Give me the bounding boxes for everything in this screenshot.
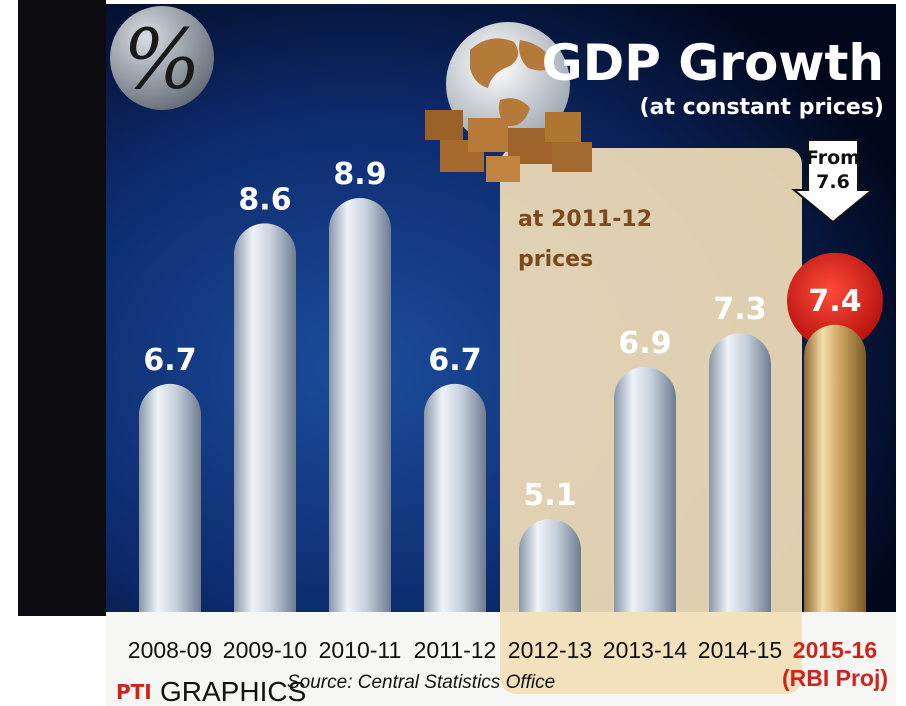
category-label-2008-09: 2008-09	[128, 637, 212, 663]
category-label-2013-14: 2013-14	[603, 637, 688, 663]
category-label-2009-10: 2009-10	[223, 637, 307, 663]
from-value: 7.6	[816, 171, 850, 193]
bars-layer	[139, 198, 866, 612]
projection-badge	[787, 252, 883, 349]
category-labels-layer: 2008-09 2009-10 2010-11 2011-12 2012-13 2013-…	[128, 637, 888, 691]
value-label-2015-16: 7.4	[808, 284, 861, 319]
bar-2013-14	[614, 367, 676, 612]
value-labels-layer: 6.7 8.6 8.9 6.7 5.1 6.9 7.3 7.4	[143, 157, 861, 513]
category-label-2015-16: 2015-16	[793, 637, 877, 663]
credit-text: GRAPHICS	[160, 676, 306, 706]
panel-note-line1: at 2011-12	[518, 207, 652, 232]
value-label-2010-11: 8.9	[333, 157, 386, 192]
from-callout: From 7.6	[791, 139, 875, 224]
bar-2009-10	[234, 223, 296, 612]
bar-2008-09	[139, 383, 201, 612]
category-label-2010-11: 2010-11	[319, 637, 402, 663]
value-label-2008-09: 6.7	[143, 343, 196, 378]
chart-title: GDP Growth	[542, 34, 884, 92]
category-label-2014-15: 2014-15	[698, 637, 782, 663]
credit-logo: PTI	[116, 680, 152, 704]
bar-2015-16	[804, 324, 866, 612]
source-text: Source: Central Statistics Office	[287, 672, 555, 693]
percent-icon: %	[110, 6, 214, 110]
pti-logo: PTI	[116, 680, 152, 704]
globe-boxes-icon	[425, 22, 592, 182]
value-label-2013-14: 6.9	[618, 326, 671, 361]
value-label-2014-15: 7.3	[713, 292, 766, 327]
bar-2010-11	[329, 198, 391, 612]
category-sublabel-2015-16: (RBI Proj)	[782, 665, 888, 691]
category-label-2011-12: 2011-12	[414, 637, 497, 663]
value-label-2012-13: 5.1	[523, 478, 576, 513]
bar-2014-15	[709, 333, 771, 612]
value-label-2011-12: 6.7	[428, 343, 481, 378]
bar-2011-12	[424, 383, 486, 612]
value-label-2009-10: 8.6	[238, 182, 291, 217]
bar-2012-13	[519, 519, 581, 612]
chart-subtitle: (at constant prices)	[640, 95, 884, 120]
category-label-2012-13: 2012-13	[508, 637, 592, 663]
from-label: From	[806, 147, 860, 169]
left-dark-strip	[18, 0, 106, 616]
percent-symbol: %	[123, 13, 201, 108]
y-axis-min-label: 4	[121, 604, 127, 615]
panel-note-line2: prices	[518, 247, 593, 272]
